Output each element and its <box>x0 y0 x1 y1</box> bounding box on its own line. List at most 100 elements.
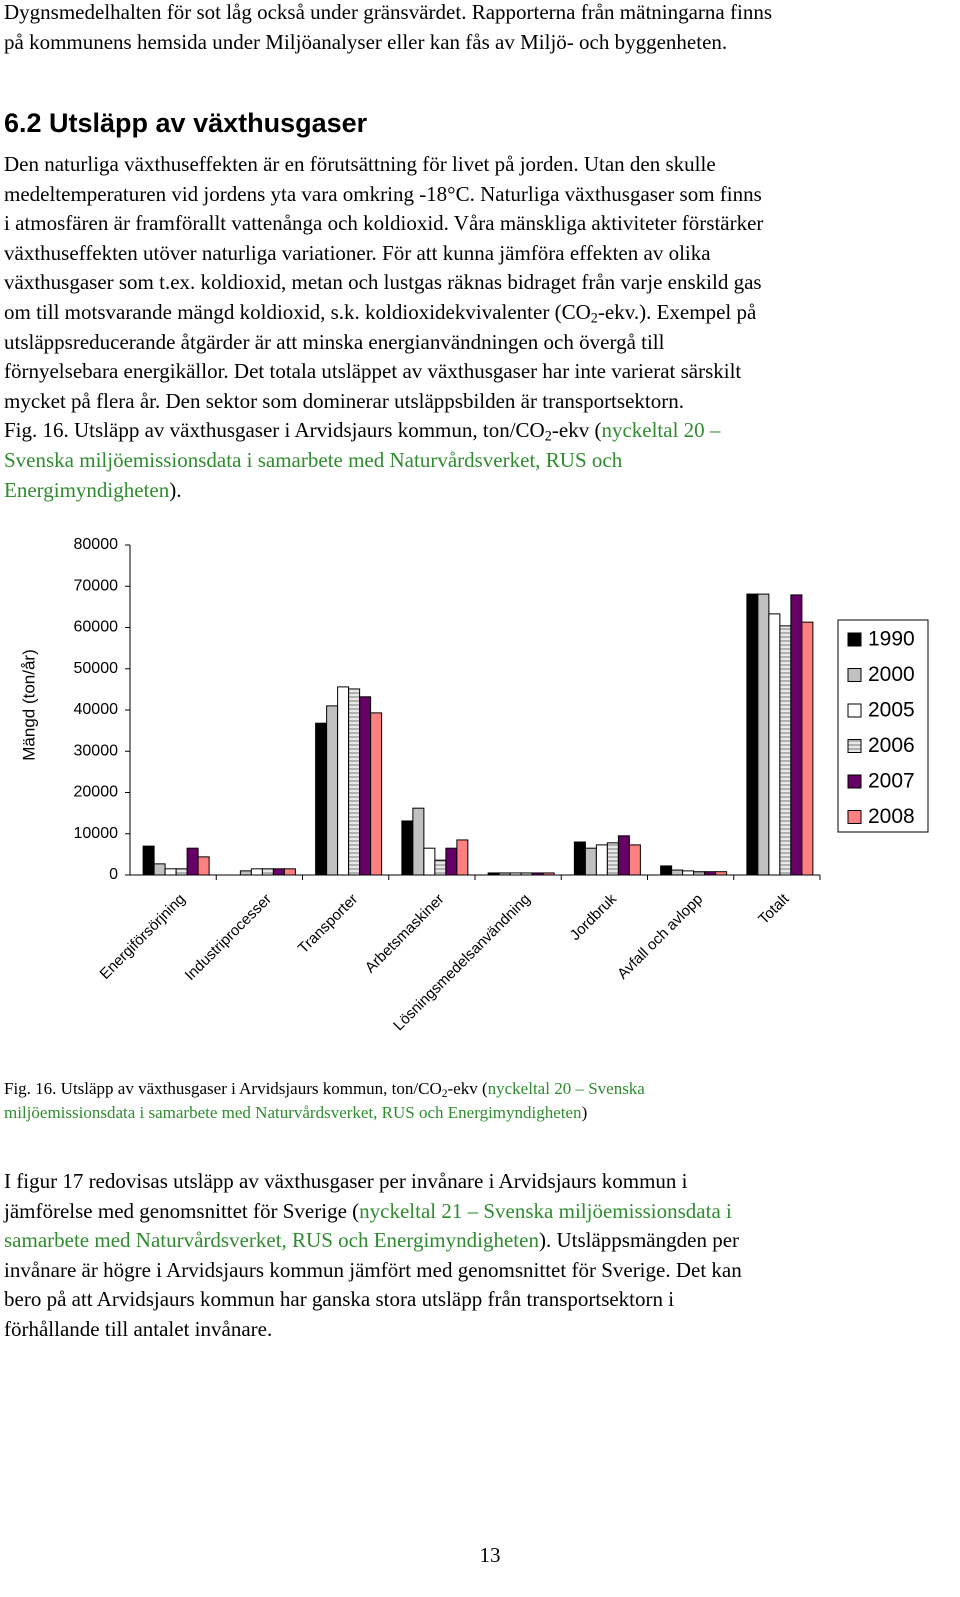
text-run: -ekv ( <box>447 1079 488 1098</box>
bar <box>261 868 274 876</box>
x-tick-label: Avfall och avlopp <box>614 891 706 983</box>
text-line: förnyelsebara energikällor. Det totala u… <box>4 359 741 384</box>
x-tick-label: Arbetsmaskiner <box>362 891 448 977</box>
bar <box>370 712 383 876</box>
bar <box>790 594 803 876</box>
text-run: nyckeltal 20 – <box>601 418 721 443</box>
x-tick-label: Jordbruk <box>567 890 621 944</box>
bar <box>531 872 544 876</box>
bar <box>768 613 781 876</box>
text-run: Fig. 16. Utsläpp av växthusgaser i Arvid… <box>4 1079 442 1098</box>
text-run: -ekv.). Exempel på <box>597 300 757 324</box>
text-run: miljöemissionsdata i samarbete med Natur… <box>4 1103 582 1122</box>
text-run: nyckeltal 20 – Svenska <box>487 1079 645 1098</box>
x-tick-label: Transporter <box>295 891 361 957</box>
bar <box>660 865 673 876</box>
legend-label: 2007 <box>868 770 915 793</box>
bar <box>337 686 350 876</box>
bar <box>584 847 597 876</box>
y-tick-label: 0 <box>109 866 118 883</box>
text-line: växthuseffekten utöver naturliga variati… <box>4 241 711 266</box>
bar <box>456 839 469 876</box>
bar <box>617 835 630 876</box>
text-line: Energimyndigheten). <box>4 478 182 503</box>
text-run: på kommunens hemsida under Miljöanalyser… <box>4 29 728 54</box>
text-line: på kommunens hemsida under Miljöanalyser… <box>4 30 727 55</box>
bar <box>606 842 619 876</box>
bar <box>315 722 328 876</box>
bar <box>423 847 436 876</box>
text-line: Fig. 16. Utsläpp av växthusgaser i Arvid… <box>4 1079 645 1100</box>
legend-swatch <box>847 668 862 682</box>
legend-swatch <box>847 739 862 753</box>
legend-label: 1990 <box>868 628 915 651</box>
text-line: I figur 17 redovisas utsläpp av växthusg… <box>4 1169 688 1194</box>
bar <box>412 807 425 876</box>
y-tick-label: 20000 <box>74 784 119 801</box>
text-run: Fig. 16. Utsläpp av växthusgaser i Arvid… <box>4 418 545 443</box>
text-line: Dygnsmedelhalten för sot låg också under… <box>4 0 772 25</box>
bar <box>326 705 339 876</box>
bar <box>693 871 706 876</box>
text-run: medeltemperaturen vid jordens yta vara o… <box>4 181 762 206</box>
bar <box>445 847 458 876</box>
bar <box>359 696 372 876</box>
legend-label: 2008 <box>868 805 915 828</box>
text-line: Fig. 16. Utsläpp av växthusgaser i Arvid… <box>4 418 720 446</box>
bar <box>142 845 155 876</box>
bar <box>682 870 695 876</box>
y-tick-label: 80000 <box>74 536 119 553</box>
text-run: mycket på flera år. Den sektor som domin… <box>4 388 684 413</box>
bar <box>186 847 199 876</box>
text-run: i atmosfären är framförallt vattenånga o… <box>4 211 764 236</box>
text-run: Svenska miljöemissionsdata i samarbete m… <box>4 448 623 472</box>
bar <box>715 871 728 876</box>
legend-label: 2000 <box>868 663 915 686</box>
legend-swatch <box>847 810 862 824</box>
bar <box>197 856 210 876</box>
text-run: samarbete med Naturvårdsverket, RUS och … <box>4 1228 539 1253</box>
subscript: 2 <box>544 428 552 445</box>
text-run: nyckeltal 21 – Svenska miljöemissionsdat… <box>359 1198 732 1223</box>
bar <box>283 868 296 876</box>
bar <box>757 593 770 876</box>
bar <box>498 872 511 876</box>
y-axis-label: Mängd (ton/år) <box>19 649 38 761</box>
y-tick-label: 70000 <box>74 577 119 594</box>
bar <box>509 872 522 876</box>
text-run: växthuseffekten utöver naturliga variati… <box>4 240 711 265</box>
text-run: förnyelsebara energikällor. Det totala u… <box>4 359 742 384</box>
x-tick-label: Lösningsmedelsanvändning <box>390 891 534 1035</box>
text-run: I figur 17 redovisas utsläpp av växthusg… <box>4 1169 688 1193</box>
text-line: miljöemissionsdata i samarbete med Natur… <box>4 1103 587 1123</box>
chart: Mängd (ton/år) 0 10000 20000 30000 40000 5000… <box>19 536 929 1035</box>
section-heading: 6.2 Utsläpp av växthusgaser <box>4 108 368 138</box>
text-run: Energimyndigheten <box>4 477 170 502</box>
page-number: 13 <box>479 1543 501 1567</box>
bar <box>487 872 500 876</box>
text-line: förhållande till antalet invånare. <box>4 1317 272 1342</box>
subscript: 2 <box>441 1086 448 1100</box>
x-tick-label: Totalt <box>755 890 793 928</box>
text-run: jämförelse med genomsnittet för Sverige … <box>4 1198 360 1223</box>
text-line: växthusgaser som t.ex. koldioxid, metan … <box>4 270 762 295</box>
bar <box>175 868 188 876</box>
bar <box>164 868 177 876</box>
text-line: bero på att Arvidsjaurs kommun har gansk… <box>4 1287 674 1312</box>
bar <box>239 870 252 876</box>
text-run: om till motsvarande mängd koldioxid, s.k… <box>4 300 591 324</box>
bar <box>272 868 285 876</box>
bar <box>595 844 608 876</box>
text-run: växthusgaser som t.ex. koldioxid, metan … <box>4 270 762 295</box>
text-run: ). <box>169 477 182 502</box>
text-line: om till motsvarande mängd koldioxid, s.k… <box>4 300 756 328</box>
text-line: Den naturliga växthuseffekten är en föru… <box>4 152 716 177</box>
y-tick-label: 30000 <box>74 742 119 759</box>
legend-swatch <box>847 632 862 647</box>
text-line: jämförelse med genomsnittet för Sverige … <box>4 1199 732 1224</box>
legend-swatch <box>847 703 862 718</box>
text-line: i atmosfären är framförallt vattenånga o… <box>4 211 763 236</box>
y-tick-label: 40000 <box>74 701 119 718</box>
bar <box>434 859 447 876</box>
